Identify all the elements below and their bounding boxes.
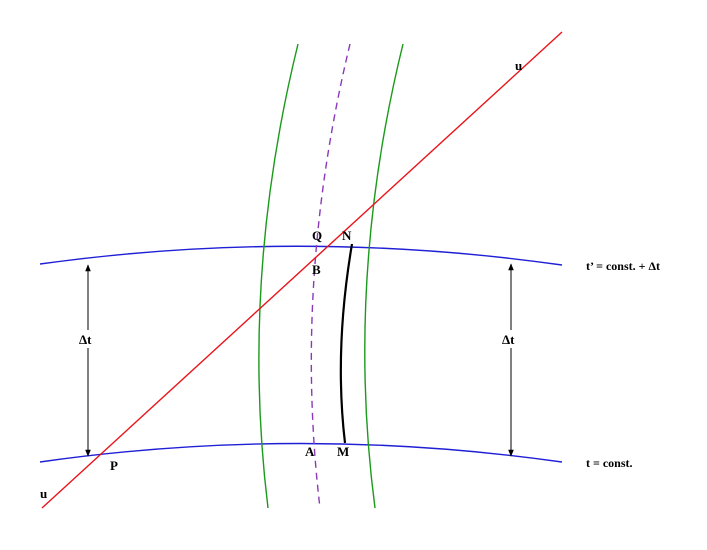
label-u-top: u xyxy=(515,58,522,73)
label-point-n: N xyxy=(342,228,352,243)
label-surface-lower: t = const. xyxy=(586,456,633,470)
label-point-p: P xyxy=(110,458,118,473)
label-u-bottom: u xyxy=(40,486,47,501)
label-surface-upper: t’ = const. + Δt xyxy=(586,259,660,273)
segment-mn xyxy=(339,243,354,444)
tube-boundary-right xyxy=(364,43,404,509)
tube-boundary-left xyxy=(258,43,299,509)
label-point-m: M xyxy=(337,444,349,459)
label-delta-right: Δt xyxy=(502,332,515,347)
worldline-u xyxy=(41,31,563,509)
hypersurface-lower xyxy=(39,442,563,463)
label-point-q: Q xyxy=(312,228,322,243)
label-point-b: B xyxy=(312,262,321,277)
central-worldline xyxy=(310,43,351,509)
hypersurface-upper xyxy=(39,245,563,266)
label-point-a: A xyxy=(305,444,315,459)
label-delta-left: Δt xyxy=(79,332,92,347)
